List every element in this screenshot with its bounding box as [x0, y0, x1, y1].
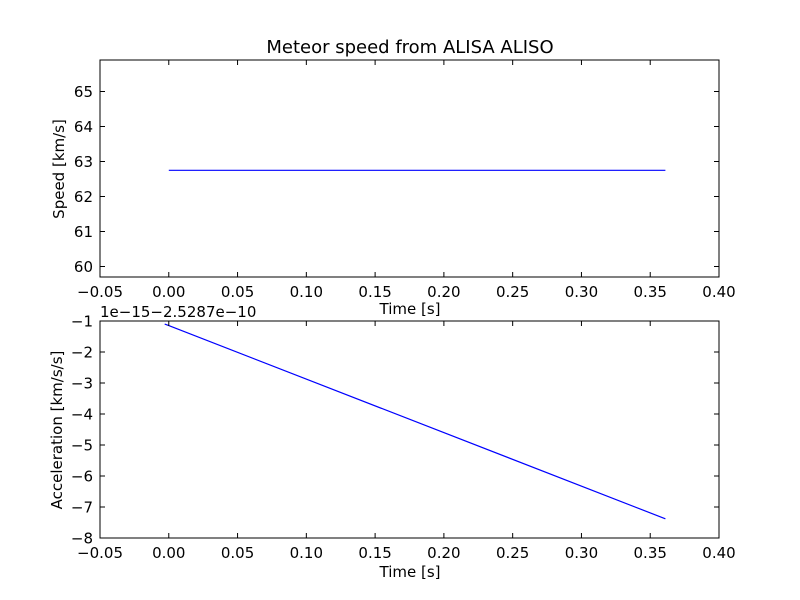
acceleration-y-tick-label: −3	[71, 375, 93, 393]
speed-y-tick-label: 63	[74, 153, 93, 171]
speed-y-axis-label: Speed [km/s]	[50, 119, 68, 219]
speed-x-tick-label: 0.00	[152, 283, 185, 301]
acceleration-x-tick-label: 0.30	[565, 544, 598, 562]
acceleration-y-tick-label: −2	[71, 344, 93, 362]
acceleration-x-tick-label: −0.05	[77, 544, 123, 562]
acceleration-x-tick-label: 0.35	[634, 544, 667, 562]
acceleration-subplot: −0.05 0.00 0.05 0.10 0.15 0.20 0.25 0.30 0.35 0.4…	[48, 303, 736, 581]
speed-x-tick-label: 0.30	[565, 283, 598, 301]
acceleration-offset-label: 1e−15−2.5287e−10	[100, 303, 256, 321]
speed-y-tick-label: 62	[74, 188, 93, 206]
speed-x-tick-label: 0.35	[634, 283, 667, 301]
speed-x-tick-label: 0.20	[427, 283, 460, 301]
speed-x-tick-label: 0.05	[221, 283, 254, 301]
acceleration-y-tick-label: −5	[71, 437, 93, 455]
acceleration-axes-frame	[99, 320, 720, 539]
speed-x-ticks: −0.05 0.00 0.05 0.10 0.15 0.20 0.25 0.30 0.35 0.4…	[77, 60, 736, 301]
acceleration-x-tick-label: 0.10	[290, 544, 323, 562]
speed-y-ticks: 60 61 62 63 64 65	[74, 83, 719, 276]
speed-x-tick-label: 0.25	[496, 283, 529, 301]
speed-x-axis-label: Time [s]	[379, 300, 441, 318]
acceleration-x-tick-label: 0.00	[152, 544, 185, 562]
speed-y-tick-label: 60	[74, 258, 93, 276]
acceleration-x-tick-label: 0.20	[427, 544, 460, 562]
speed-y-tick-label: 64	[74, 118, 93, 136]
acceleration-x-axis-label: Time [s]	[379, 563, 441, 581]
speed-x-tick-label: 0.40	[702, 283, 735, 301]
acceleration-y-tick-label: −6	[71, 468, 93, 486]
acceleration-x-ticks: −0.05 0.00 0.05 0.10 0.15 0.20 0.25 0.30 0.35 0.4…	[77, 321, 736, 562]
acceleration-y-tick-label: −4	[71, 406, 93, 424]
acceleration-y-axis-label: Acceleration [km/s/s]	[48, 351, 66, 510]
speed-x-tick-label: 0.15	[358, 283, 391, 301]
acceleration-y-tick-label: −8	[71, 530, 93, 548]
speed-axes-frame	[99, 59, 720, 278]
acceleration-x-tick-label: 0.05	[221, 544, 254, 562]
speed-y-tick-label: 65	[74, 83, 93, 101]
acceleration-y-tick-label: −1	[71, 313, 93, 331]
speed-subplot: −0.05 0.00 0.05 0.10 0.15 0.20 0.25 0.30 0.35 0.4…	[50, 59, 736, 318]
acceleration-x-tick-label: 0.25	[496, 544, 529, 562]
figure-title: Meteor speed from ALISA ALISO	[266, 37, 553, 58]
acceleration-y-ticks: −8 −7 −6 −5 −4 −3 −2 −1	[71, 313, 719, 548]
speed-x-tick-label: 0.10	[290, 283, 323, 301]
speed-x-tick-label: −0.05	[77, 283, 123, 301]
acceleration-x-tick-label: 0.15	[358, 544, 391, 562]
acceleration-x-tick-label: 0.40	[702, 544, 735, 562]
speed-y-tick-label: 61	[74, 223, 93, 241]
acceleration-y-tick-label: −7	[71, 499, 93, 517]
